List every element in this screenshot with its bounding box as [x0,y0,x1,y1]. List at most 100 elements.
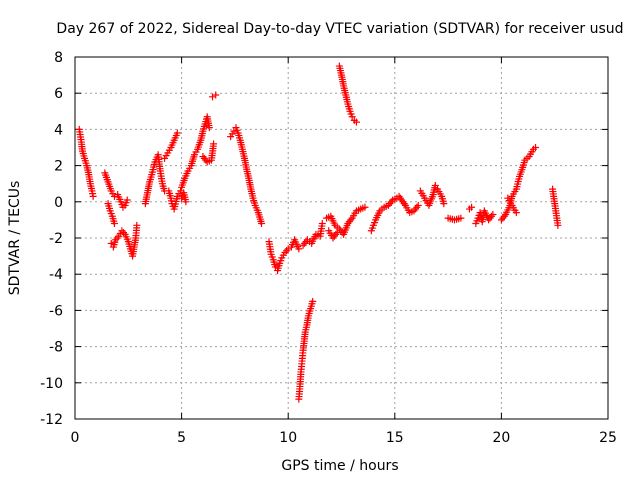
data-point [268,253,276,261]
y-tick-label: -6 [49,303,63,319]
data-point [198,129,206,137]
data-point [267,248,275,256]
data-point [158,177,166,185]
data-point [345,105,353,113]
data-point [180,177,188,185]
data-point [408,208,416,216]
data-point [110,217,118,225]
data-point [439,197,447,205]
data-point [355,206,363,214]
data-point [511,206,519,214]
x-tick-label: 15 [386,430,404,446]
data-point [156,165,164,173]
data-point [347,110,355,118]
data-point [103,176,111,184]
data-point [487,212,495,220]
data-point [279,251,287,259]
data-point [78,145,86,153]
data-point [118,201,126,209]
data-point [515,175,523,183]
x-axis-label: GPS time / hours [281,458,398,474]
data-point [339,80,347,88]
data-point [404,206,412,214]
data-point [147,173,155,181]
data-point [200,122,208,130]
data-point [311,233,319,241]
data-point [325,213,333,221]
data-point [145,180,153,188]
data-point [318,222,326,230]
data-point [126,242,134,250]
y-tick-label: 8 [54,50,63,66]
data-point [301,330,309,338]
y-axis-label: SDTVAR / TECUs [7,181,23,296]
data-point [500,212,508,220]
data-point [419,192,427,200]
chart-title: Day 267 of 2022, Sidereal Day-to-day VTE… [56,21,623,37]
data-point [173,195,181,203]
data-point [181,196,189,204]
data-point [549,190,557,198]
data-point [106,185,114,193]
data-point [82,159,90,167]
data-point [337,69,345,77]
y-tick-label: -2 [49,231,63,247]
data-point [116,229,124,237]
data-point [511,188,519,196]
data-point [330,219,338,227]
data-point [120,229,128,237]
data-point [341,89,349,97]
data-point [86,177,94,185]
data-point [165,146,173,154]
data-point [109,190,117,198]
x-tick-label: 10 [279,430,297,446]
data-point [113,234,121,242]
data-point [277,257,285,265]
data-point [378,205,386,213]
data-point [183,169,191,177]
data-point [84,168,92,176]
data-point [122,199,130,207]
x-tick-label: 0 [71,430,80,446]
y-tick-label: 2 [54,159,63,175]
data-point [283,247,291,255]
data-point [400,200,408,208]
y-tick-label: -4 [49,267,63,283]
data-point [532,144,540,151]
data-point [473,217,481,225]
data-point [202,156,210,164]
data-point [169,139,177,147]
data-point [554,219,562,227]
data-point [212,91,220,99]
data-point [507,199,515,207]
data-point [238,143,246,151]
axis-ticks: 0 5 10 15 20 25 -12 -10 -8 -6 -4 -2 0 2 4 6 8 [40,50,617,446]
data-point [308,300,316,308]
data-point [253,206,261,214]
data-point [552,212,560,220]
data-point [347,216,355,224]
data-point [343,222,351,230]
data-point [351,209,359,217]
data-point [518,166,526,174]
data-point [250,199,258,207]
y-tick-label: -10 [40,376,63,392]
data-point [105,204,113,212]
data-point [228,130,236,138]
y-tick-label: 0 [54,195,63,211]
data-point [248,192,256,200]
data-point [111,238,119,246]
data-point [550,197,558,205]
data-point [205,121,213,129]
data-point [271,261,279,269]
data-point [343,98,351,106]
data-point [196,139,204,147]
data-point [371,219,379,227]
data-point [375,209,383,217]
data-point [332,230,340,238]
data-point [368,224,376,232]
data-point [123,235,131,243]
x-tick-label: 25 [599,430,617,446]
data-point [520,159,528,167]
